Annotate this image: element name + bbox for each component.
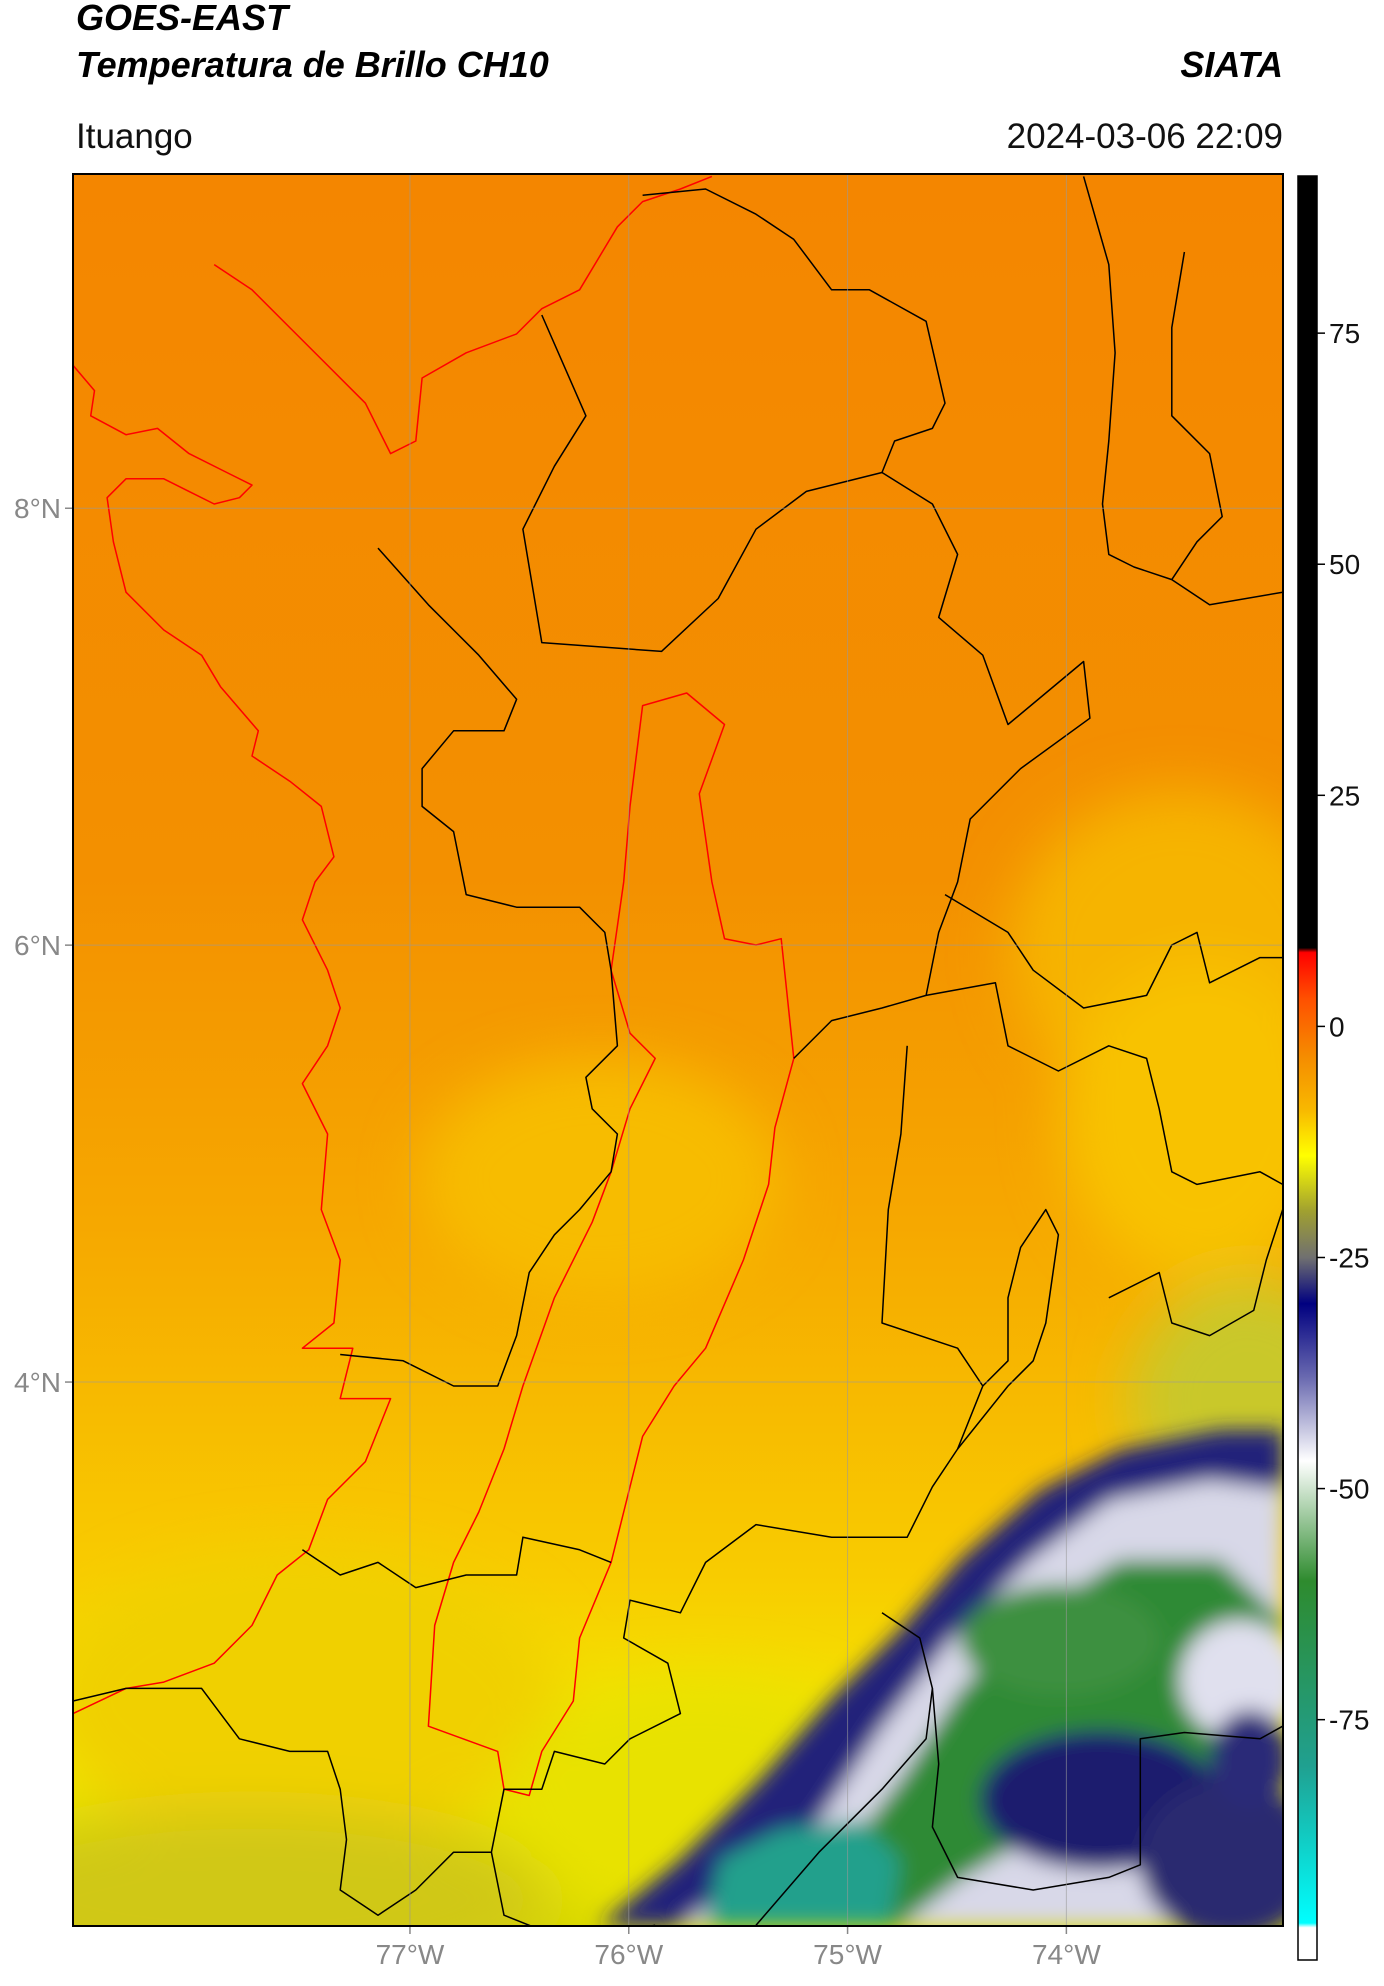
x-tick-label: 77°W — [376, 1939, 445, 1970]
title-line-1: GOES-EAST — [76, 0, 291, 38]
x-tick-label: 75°W — [813, 1939, 882, 1970]
y-tick-label: 4°N — [14, 1367, 61, 1398]
colorbar-tick-label: 50 — [1329, 549, 1360, 580]
colorbar-tick-label: 0 — [1329, 1011, 1345, 1042]
title-line-2: Temperatura de Brillo CH10 — [76, 44, 549, 85]
satellite-field — [73, 174, 1283, 1926]
source: SIATA — [1180, 44, 1283, 85]
colorbar-tick-label: -75 — [1329, 1705, 1369, 1736]
y-tick-label: 6°N — [14, 930, 61, 961]
y-tick-label: 8°N — [14, 493, 61, 524]
graticule: 77°W 76°W 75°W 74°W 8°N 6°N 4°N — [14, 174, 1283, 1970]
colorbar-tick-label: -50 — [1329, 1474, 1369, 1505]
plot-frame — [72, 173, 1284, 1927]
x-tick-label: 76°W — [594, 1939, 663, 1970]
location: Ituango — [76, 117, 193, 156]
colorbar-tick-label: 75 — [1329, 318, 1360, 349]
x-tick-label: 74°W — [1032, 1939, 1101, 1970]
colorbar-tick-label: -25 — [1329, 1242, 1369, 1273]
colorbar-tick-label: 25 — [1329, 780, 1360, 811]
timestamp: 2024-03-06 22:09 — [1007, 117, 1283, 156]
colorbar: 75 50 25 0 -25 -50 -75 — [1297, 175, 1369, 1961]
colorbar-scale — [1297, 175, 1318, 1961]
